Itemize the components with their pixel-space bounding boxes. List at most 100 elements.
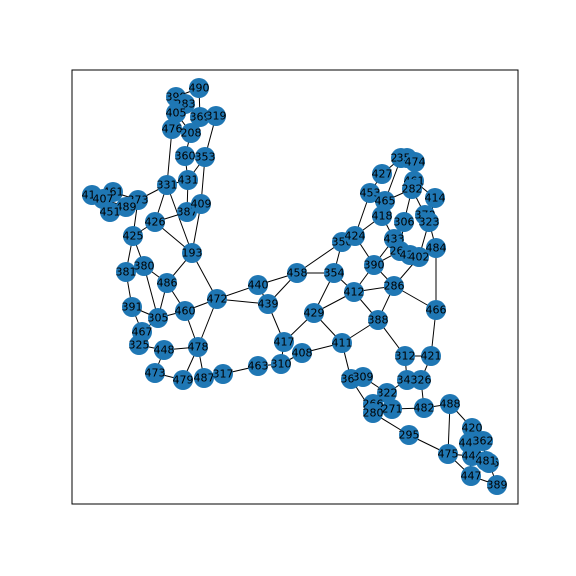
node-circle [123, 226, 143, 246]
node-circle [372, 164, 392, 184]
node-label: 402 [409, 251, 430, 264]
node-451: 451 [100, 202, 121, 222]
node-label: 388 [368, 314, 389, 327]
node-circle [394, 212, 414, 232]
node-circle [194, 368, 214, 388]
node-circle [324, 263, 344, 283]
node-label: 389 [487, 479, 508, 492]
node-488: 488 [440, 394, 461, 414]
node-label: 193 [182, 247, 203, 260]
node-label: 467 [132, 326, 153, 339]
node-circle [405, 152, 425, 172]
node-circle [426, 300, 446, 320]
edge-layer [91, 87, 498, 486]
node-312: 312 [395, 346, 416, 366]
node-360: 360 [175, 146, 196, 166]
node-circle [421, 346, 441, 366]
node-label: 488 [440, 398, 461, 411]
node-440: 440 [248, 275, 269, 295]
node-label: 306 [394, 216, 415, 229]
node-circle [363, 403, 383, 423]
node-circle [162, 119, 182, 139]
node-label: 453 [360, 187, 381, 200]
node-label: 431 [178, 174, 199, 187]
node-label: 322 [377, 387, 398, 400]
node-circle [178, 170, 198, 190]
node-circle [476, 451, 496, 471]
node-310: 310 [271, 354, 292, 374]
node-circle [116, 197, 136, 217]
node-479: 479 [173, 370, 194, 390]
node-label: 425 [123, 230, 144, 243]
node-label: 447 [461, 470, 482, 483]
node-323: 323 [419, 212, 440, 232]
node-295: 295 [399, 425, 420, 445]
node-280: 280 [363, 403, 384, 423]
node-circle [207, 289, 227, 309]
node-circle [304, 303, 324, 323]
node-label: 412 [344, 286, 365, 299]
node-label: 448 [154, 344, 175, 357]
node-465: 465 [375, 191, 396, 211]
node-429: 429 [304, 303, 325, 323]
node-466: 466 [426, 300, 447, 320]
node-319: 319 [206, 106, 227, 126]
node-label: 353 [195, 151, 216, 164]
node-label: 463 [248, 360, 269, 373]
node-label: 427 [372, 168, 393, 181]
node-193: 193 [182, 243, 203, 263]
node-label: 486 [157, 277, 178, 290]
node-306: 306 [394, 212, 415, 232]
node-circle [487, 475, 507, 495]
node-label: 305 [148, 312, 169, 325]
node-label: 312 [395, 350, 416, 363]
node-label: 479 [173, 374, 194, 387]
node-label: 405 [166, 107, 187, 120]
node-circle [377, 383, 397, 403]
node-label: 325 [129, 339, 150, 352]
node-482: 482 [414, 398, 435, 418]
node-label: 429 [304, 307, 325, 320]
node-331: 331 [157, 175, 178, 195]
node-circle [414, 398, 434, 418]
node-circle [274, 332, 294, 352]
node-circle [188, 337, 208, 357]
node-label: 309 [353, 371, 374, 384]
node-305: 305 [148, 308, 169, 328]
node-label: 408 [292, 347, 313, 360]
node-402: 402 [409, 247, 430, 267]
node-label: 424 [345, 230, 366, 243]
node-label: 317 [213, 368, 234, 381]
node-circle [145, 212, 165, 232]
node-481: 481 [476, 451, 497, 471]
node-369: 369 [190, 107, 211, 127]
node-label: 286 [384, 280, 405, 293]
node-381: 381 [116, 262, 137, 282]
node-478: 478 [188, 337, 209, 357]
node-circle [353, 367, 373, 387]
node-circle [364, 255, 384, 275]
node-circle [425, 188, 445, 208]
node-486: 486 [157, 273, 178, 293]
node-label: 391 [122, 301, 143, 314]
node-label: 282 [402, 183, 423, 196]
node-label: 451 [100, 206, 121, 219]
node-label: 409 [191, 198, 212, 211]
node-326: 326 [411, 370, 432, 390]
node-circle [368, 310, 388, 330]
node-circle [175, 301, 195, 321]
node-label: 354 [324, 267, 345, 280]
node-circle [122, 297, 142, 317]
node-label: 323 [419, 216, 440, 229]
node-411: 411 [332, 333, 353, 353]
node-425: 425 [123, 226, 144, 246]
node-label: 380 [134, 260, 155, 273]
node-label: 465 [375, 195, 396, 208]
node-309: 309 [353, 367, 374, 387]
node-380: 380 [134, 256, 155, 276]
node-circle [134, 256, 154, 276]
node-circle [181, 123, 201, 143]
node-475: 475 [438, 444, 459, 464]
node-label: 369 [190, 111, 211, 124]
